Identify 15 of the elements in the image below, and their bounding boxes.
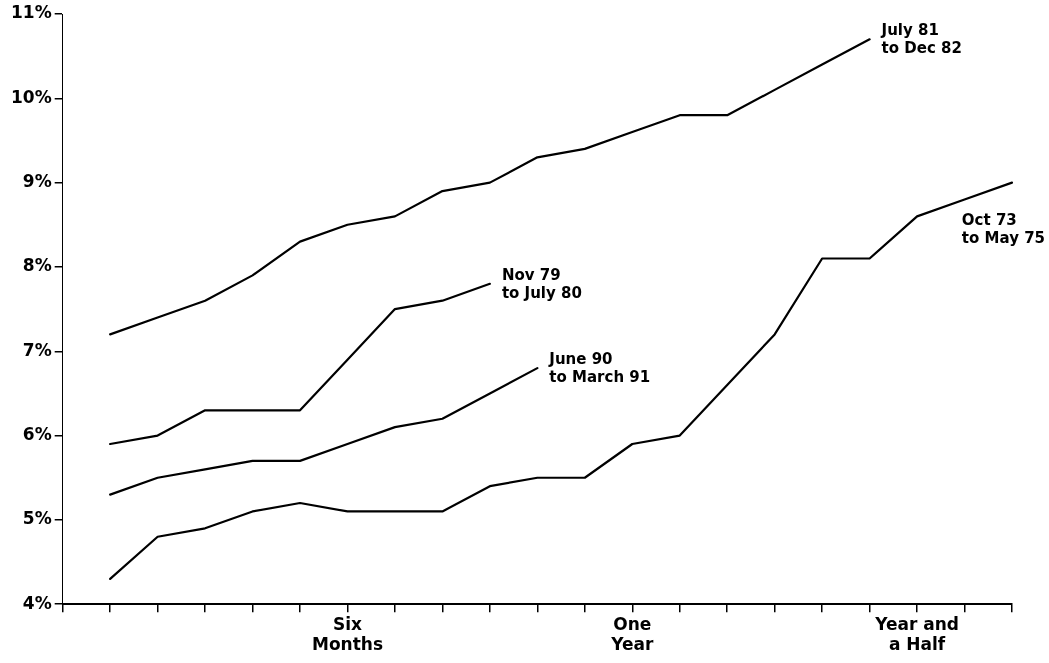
y-tick-label: 7% [22, 339, 52, 360]
y-tick-label: 6% [22, 423, 52, 444]
y-tick-label: 4% [22, 592, 52, 613]
x-tick-label: Six Months [311, 613, 384, 655]
y-tick-label: 5% [22, 508, 52, 529]
series-label: June 90 to March 91 [548, 350, 651, 387]
y-tick-label: 8% [22, 255, 52, 276]
y-tick-label: 10% [10, 86, 52, 107]
series-label: Oct 73 to May 75 [961, 210, 1046, 247]
series-label: Nov 79 to July 80 [501, 265, 582, 302]
x-tick-label: Year and a Half [874, 613, 959, 655]
y-tick-label: 11% [10, 2, 52, 23]
x-tick-label: One Year [610, 613, 654, 655]
y-tick-label: 9% [22, 171, 52, 192]
series-label: July 81 to Dec 82 [880, 21, 962, 58]
